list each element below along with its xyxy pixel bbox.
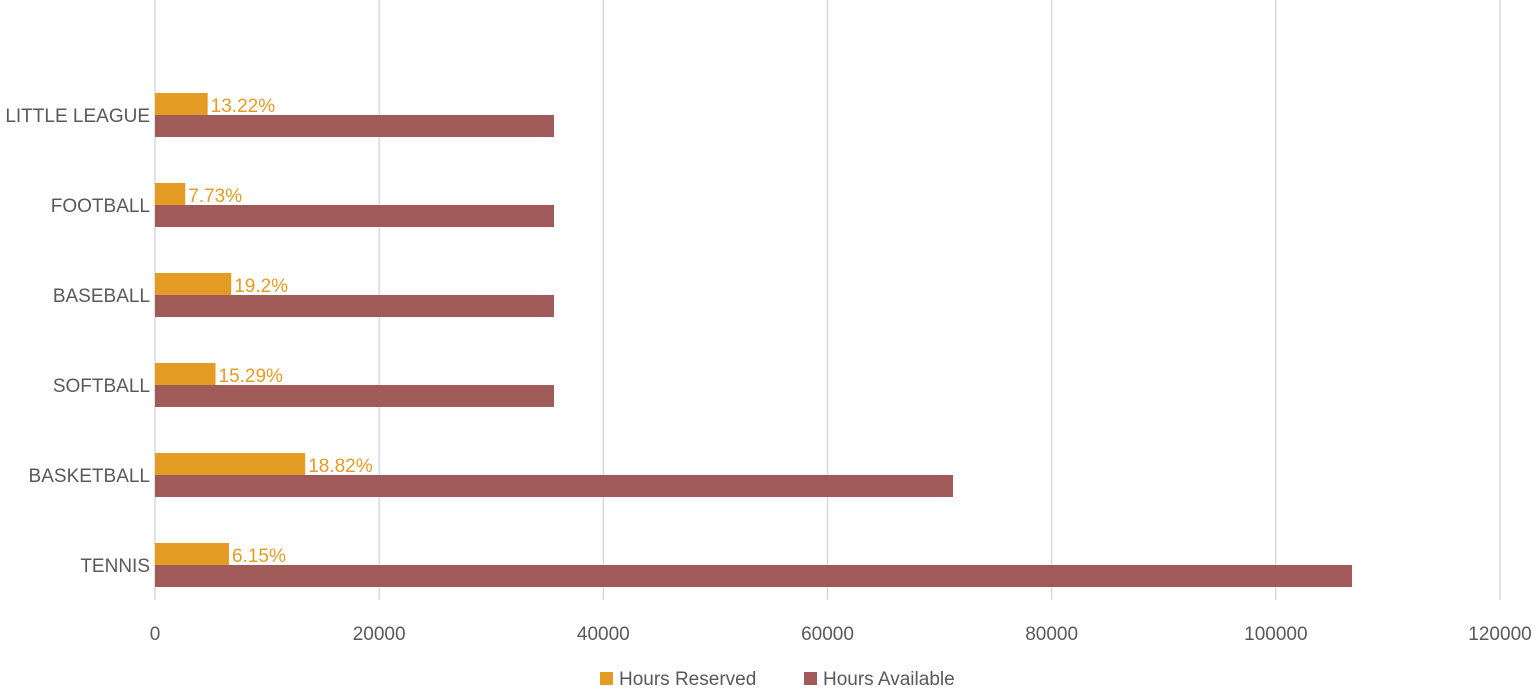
legend-swatch: [600, 672, 613, 685]
category-label: LITTLE LEAGUE: [5, 106, 150, 127]
x-tick-label: 100000: [1244, 624, 1307, 645]
x-tick-label: 0: [150, 624, 161, 645]
bar-hours-reserved: [155, 183, 186, 205]
x-tick-label: 120000: [1468, 624, 1531, 645]
category-label: SOFTBALL: [53, 376, 150, 397]
bar-hours-reserved: [155, 273, 232, 295]
legend-swatch: [804, 672, 817, 685]
category-label: FOOTBALL: [51, 196, 150, 217]
category-label: BASKETBALL: [29, 466, 150, 487]
data-label: 13.22%: [211, 96, 276, 117]
x-tick-label: 40000: [577, 624, 630, 645]
bar-hours-available: [155, 115, 555, 137]
category-label: BASEBALL: [53, 286, 150, 307]
bar-hours-available: [155, 295, 555, 317]
bar-hours-available: [155, 385, 555, 407]
bar-hours-available: [155, 475, 954, 497]
x-tick-label: 20000: [353, 624, 406, 645]
data-label: 7.73%: [188, 186, 242, 207]
bar-hours-available: [155, 205, 555, 227]
bars: [155, 93, 1353, 587]
bar-hours-reserved: [155, 453, 306, 475]
legend: Hours Reserved Hours Available: [600, 669, 955, 690]
legend-label: Hours Reserved: [619, 669, 756, 690]
labels: TENNIS 6.15% BASKETBALL 18.82% SOFTBALL 15.29…: [5, 96, 372, 577]
x-axis: 0 20000 40000 60000 80000 100000 120000: [150, 624, 1532, 645]
data-label: 18.82%: [308, 456, 373, 477]
bar-hours-reserved: [155, 93, 208, 115]
data-label: 6.15%: [232, 546, 286, 567]
bar-hours-reserved: [155, 363, 216, 385]
data-label: 15.29%: [219, 366, 284, 387]
gridlines: [154, 0, 1501, 600]
data-label: 19.2%: [234, 276, 288, 297]
category-label: TENNIS: [80, 556, 150, 577]
x-tick-label: 60000: [801, 624, 854, 645]
bar-hours-reserved: [155, 543, 229, 565]
legend-label: Hours Available: [823, 669, 955, 690]
x-tick-label: 80000: [1025, 624, 1078, 645]
bar-hours-available: [155, 565, 1353, 587]
